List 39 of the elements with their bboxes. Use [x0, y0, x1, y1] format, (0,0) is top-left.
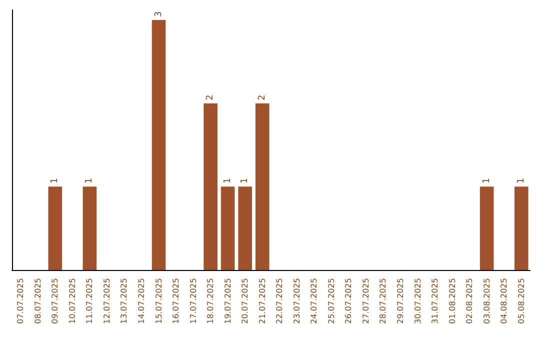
x-tick-label: 15.07.2025 [154, 278, 164, 324]
x-tick-label: 07.07.2025 [16, 278, 26, 324]
x-tick-label: 21.07.2025 [258, 278, 267, 324]
data-label: 1 [516, 178, 526, 184]
x-tick-label: 27.07.2025 [361, 278, 370, 324]
x-tick-label: 22.07.2025 [275, 278, 284, 324]
x-tick-label: 17.07.2025 [188, 278, 198, 324]
x-tick-label: 19.07.2025 [223, 278, 232, 324]
x-tick-label: 20.07.2025 [240, 278, 250, 324]
x-tick-label: 16.07.2025 [172, 278, 181, 324]
x-tick-label: 26.07.2025 [344, 278, 354, 324]
data-label: 1 [482, 178, 492, 184]
x-tick-label: 09.07.2025 [50, 278, 60, 324]
x-tick-label: 08.07.2025 [33, 278, 42, 324]
x-tick-label: 24.07.2025 [310, 278, 319, 324]
data-label: 1 [50, 178, 60, 184]
data-label: 2 [257, 94, 268, 100]
x-tick-label: 25.07.2025 [326, 278, 336, 324]
x-tick-label: 18.07.2025 [206, 278, 216, 324]
x-tick-label: 05.08.2025 [516, 278, 526, 324]
x-tick-label: 04.08.2025 [500, 278, 509, 324]
data-label: 1 [240, 178, 250, 184]
data-label: 2 [206, 94, 216, 100]
x-tick-label: 30.07.2025 [413, 278, 422, 324]
x-tick-label: 14.07.2025 [137, 278, 146, 324]
x-tick-label: 29.07.2025 [396, 278, 405, 324]
x-tick-label: 03.08.2025 [482, 278, 492, 324]
x-tick-label: 12.07.2025 [102, 278, 112, 324]
data-label: 1 [222, 178, 233, 184]
x-tick-label: 11.07.2025 [85, 278, 94, 324]
x-tick-label: 10.07.2025 [68, 278, 77, 324]
x-tick-label: 31.07.2025 [430, 278, 440, 324]
x-tick-label: 01.08.2025 [448, 278, 457, 324]
x-tick-label: 23.07.2025 [292, 278, 302, 324]
x-tick-label: 13.07.2025 [120, 278, 129, 324]
x-tick-label: 28.07.2025 [378, 278, 388, 324]
x-tick-label: 02.08.2025 [465, 278, 474, 324]
data-label: 1 [84, 178, 95, 184]
data-label: 3 [154, 11, 164, 17]
